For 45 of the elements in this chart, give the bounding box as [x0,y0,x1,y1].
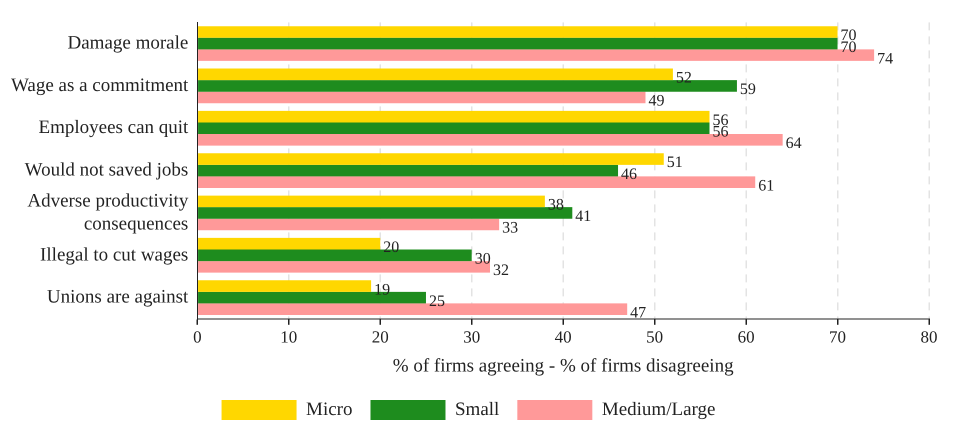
data-label: 59 [740,81,756,98]
bar [198,92,646,104]
bar [198,38,838,50]
data-label: 30 [474,250,491,268]
data-label: 61 [758,177,774,194]
data-label: 33 [502,220,518,237]
x-tick-label: 50 [646,327,664,346]
y-tick-label: Illegal to cut wages [40,244,188,266]
x-tick-label: 70 [829,327,846,346]
bar [198,238,380,250]
data-label: 25 [428,292,445,310]
data-label: 74 [877,50,894,68]
bar [198,153,664,165]
x-tick-label: 10 [280,327,298,346]
legend-label: Medium/Large [602,398,716,420]
x-axis-title: % of firms agreeing - % of firms disagreeing [392,356,734,377]
x-tick-label: 0 [193,327,202,346]
y-tick-label: Unions are against [46,286,190,308]
bar [198,110,710,122]
data-label: 41 [575,208,592,226]
bar [198,68,673,80]
x-tick-label: 80 [920,327,938,346]
y-tick-label: Would not saved jobs [24,160,188,181]
bar [198,280,372,292]
data-label: 47 [630,304,646,322]
bar [198,218,500,230]
bar [198,196,545,208]
data-label: 64 [786,135,802,152]
bar [198,26,838,38]
data-label: 32 [492,262,509,280]
y-tick-label: Employees can quit [38,117,190,138]
x-tick-label: 40 [554,327,572,346]
legend-label: Small [454,398,500,420]
data-label: 51 [666,154,683,172]
data-label: 49 [648,92,664,110]
y-tick-label: Damage morale [68,32,188,54]
bar [198,164,618,176]
x-tick-label: 20 [372,327,389,346]
x-tick-label: 60 [738,327,755,346]
x-tick-label: 30 [463,327,480,346]
y-tick-label: Adverse productivity consequences [27,190,189,234]
legend-label: Micro [306,398,352,420]
y-tick-label: Wage as a commitment [11,74,190,96]
data-label: 46 [621,166,638,183]
bar [198,122,710,134]
